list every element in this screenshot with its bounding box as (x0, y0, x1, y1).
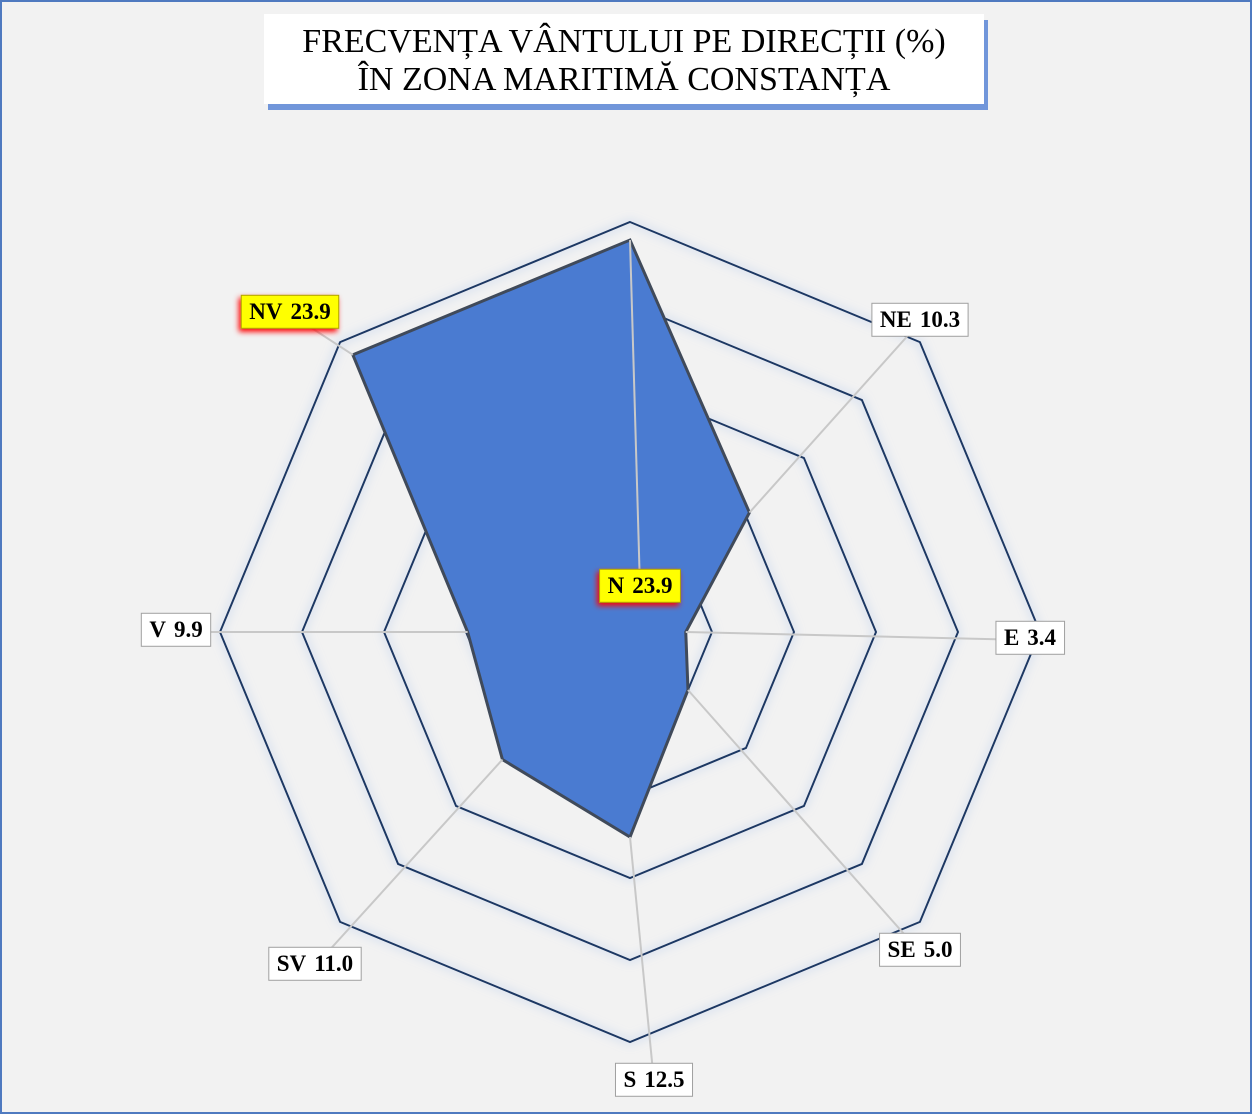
data-label-text: SV 11.0 (277, 951, 353, 976)
label-box (879, 932, 961, 967)
leader-line (314, 758, 504, 967)
leader-line (629, 240, 641, 589)
category-label: S (623, 1067, 636, 1092)
data-label: N 23.9 (599, 568, 681, 603)
category-label: NV (249, 299, 283, 324)
value-label: 23.9 (632, 573, 672, 598)
value-label: 10.3 (920, 307, 960, 332)
label-box (871, 302, 969, 337)
data-label-text: SE 5.0 (888, 937, 953, 962)
data-label: NV 23.9 (240, 294, 340, 329)
data-label: S 12.5 (614, 1062, 694, 1097)
leader-line (748, 321, 921, 514)
leader-line (629, 836, 655, 1083)
value-label: 12.5 (644, 1067, 684, 1092)
label-box (995, 620, 1066, 655)
chart-title: FRECVENȚA VÂNTULUI PE DIRECȚII (%) (302, 23, 945, 60)
leader-line (685, 631, 1031, 641)
data-label-text: S 12.5 (623, 1067, 684, 1092)
label-box (268, 946, 362, 981)
leader-line (687, 689, 921, 953)
data-label: SV 11.0 (268, 946, 362, 981)
data-label-text: E 3.4 (1004, 625, 1057, 650)
value-label: 9.9 (174, 617, 203, 642)
data-label-text: NE 10.3 (880, 307, 960, 332)
data-label: SE 5.0 (879, 932, 961, 967)
data-label: NE 10.3 (871, 302, 969, 337)
chart-title: ÎN ZONA MARITIMĂ CONSTANȚA (358, 61, 891, 98)
value-label: 3.4 (1027, 625, 1056, 650)
category-label: V (149, 617, 166, 642)
category-label: N (608, 573, 625, 598)
title-box (264, 14, 984, 104)
data-label: V 9.9 (140, 612, 212, 647)
category-label: SE (888, 937, 916, 962)
category-label: NE (880, 307, 912, 332)
data-label: E 3.4 (995, 620, 1066, 655)
data-label-text: V 9.9 (149, 617, 202, 642)
label-box (614, 1062, 694, 1097)
plot: N 23.9 NE 10.3 E 3.4 SE 5.0 S 12.5 SV 11.0 V 9.9 NV 23.… (140, 220, 1066, 1097)
value-label: 5.0 (924, 937, 953, 962)
category-label: SV (277, 951, 307, 976)
label-box (140, 612, 212, 647)
data-label-text: NV 23.9 (249, 299, 330, 324)
value-label: 23.9 (290, 299, 330, 324)
label-box (599, 568, 681, 603)
grid-ring (300, 302, 960, 962)
label-box (240, 294, 340, 329)
grid-ring (218, 220, 1042, 1044)
value-label: 11.0 (314, 951, 353, 976)
data-label-text: N 23.9 (608, 573, 673, 598)
category-label: E (1004, 625, 1019, 650)
